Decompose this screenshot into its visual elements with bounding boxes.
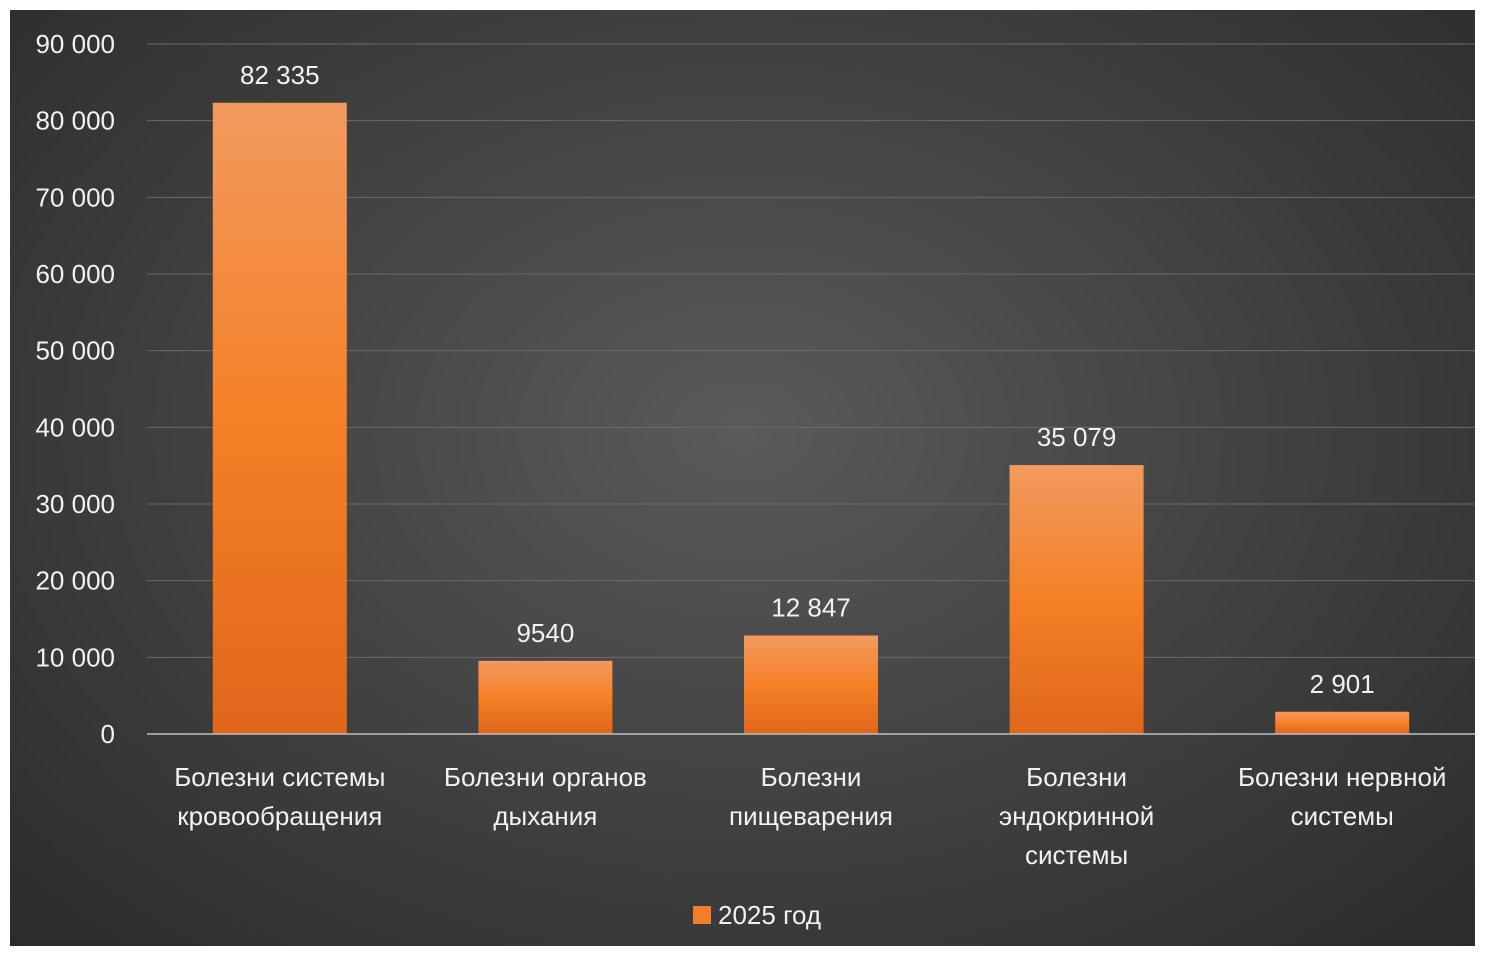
y-tick-label: 30 000	[35, 489, 115, 519]
y-tick-label: 20 000	[35, 566, 115, 596]
bar	[1009, 465, 1144, 734]
bars	[212, 102, 1410, 734]
category-label: дыхания	[493, 801, 597, 831]
data-label: 9540	[516, 618, 574, 648]
y-tick-label: 0	[101, 719, 115, 749]
category-label: кровообращения	[177, 801, 382, 831]
bar	[478, 660, 613, 734]
y-tick-label: 10 000	[35, 642, 115, 672]
bar	[744, 635, 878, 734]
category-label: эндокринной	[999, 801, 1154, 831]
category-label: Болезни	[761, 762, 862, 792]
data-label: 12 847	[771, 593, 851, 623]
category-label: системы	[1291, 801, 1394, 831]
y-tick-label: 90 000	[35, 29, 115, 59]
legend-label: 2025 год	[718, 900, 821, 930]
bar	[212, 102, 347, 734]
chart-area: 0 10 000 20 000 30 000 40 000 50 000 60 000 70 …	[10, 10, 1475, 946]
y-tick-label: 70 000	[35, 182, 115, 212]
y-tick-label: 40 000	[35, 412, 115, 442]
data-label: 35 079	[1037, 422, 1117, 452]
data-label: 2 901	[1310, 669, 1375, 699]
y-tick-label: 60 000	[35, 259, 115, 289]
category-label: Болезни	[1026, 762, 1127, 792]
category-label: пищеварения	[729, 801, 893, 831]
y-axis: 0 10 000 20 000 30 000 40 000 50 000 60 000 70 …	[35, 29, 115, 749]
category-label: Болезни нервной	[1238, 762, 1446, 792]
legend: 2025 год	[693, 900, 821, 930]
bar-chart: 0 10 000 20 000 30 000 40 000 50 000 60 000 70 …	[35, 29, 1475, 930]
bar	[1275, 711, 1410, 734]
category-label: системы	[1025, 840, 1128, 870]
category-label: Болезни органов	[444, 762, 647, 792]
y-tick-label: 50 000	[35, 336, 115, 366]
data-label: 82 335	[240, 60, 320, 90]
category-label: Болезни системы	[174, 762, 385, 792]
legend-swatch	[693, 906, 711, 924]
category-labels: Болезни системы кровообращения Болезни орг…	[174, 762, 1446, 870]
y-tick-label: 80 000	[35, 106, 115, 136]
data-labels: 82 335 9540 12 847 35 079 2 901	[240, 60, 1375, 699]
gridlines	[147, 43, 1475, 658]
